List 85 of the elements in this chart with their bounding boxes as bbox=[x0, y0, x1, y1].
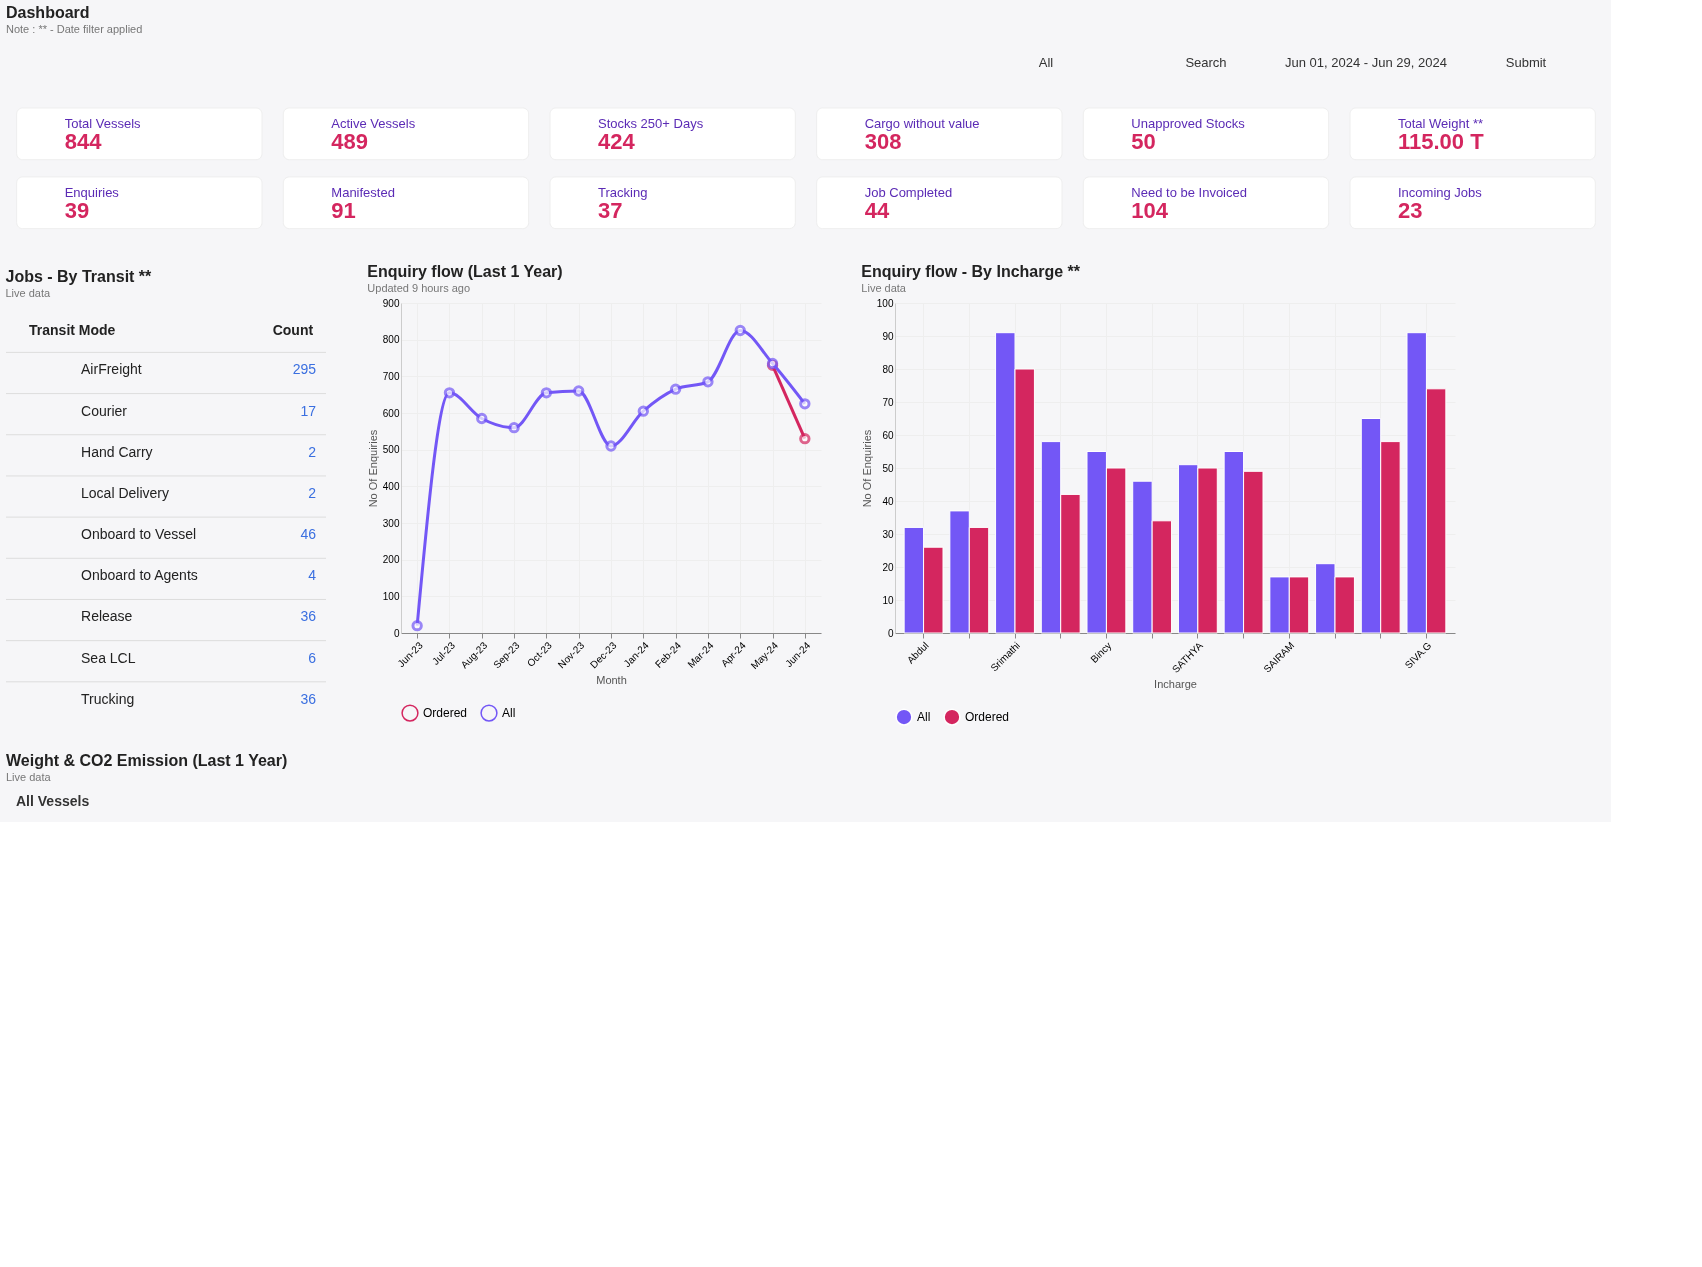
category-label: Sea LCL bbox=[81, 649, 136, 666]
y-tick-label: 40 bbox=[882, 495, 894, 507]
category-label: Need to be Invoiced bbox=[1131, 184, 1247, 200]
y-tick-label: 900 bbox=[382, 297, 400, 309]
data-label: 23 bbox=[1398, 198, 1423, 224]
category-label: Active Vessels bbox=[331, 115, 416, 131]
text: Count bbox=[272, 322, 314, 338]
text: Dashboard bbox=[6, 4, 90, 21]
y-tick-label: 80 bbox=[882, 363, 894, 375]
data-label: 295 bbox=[292, 361, 317, 378]
text: Live data bbox=[5, 287, 52, 299]
data-label: 36 bbox=[300, 690, 317, 707]
category-label: Tracking bbox=[598, 184, 648, 200]
category-label: Onboard to Agents bbox=[81, 567, 198, 584]
y-tick-label: 200 bbox=[382, 554, 400, 566]
y-tick-label: 300 bbox=[382, 517, 400, 529]
data-label: 2 bbox=[308, 484, 317, 501]
y-tick-label: 0 bbox=[393, 627, 400, 639]
chart-title: Enquiry flow (Last 1 Year) bbox=[367, 263, 563, 280]
category-label: Trucking bbox=[81, 690, 135, 707]
text: Live data bbox=[6, 771, 52, 783]
category-label: Total Vessels bbox=[64, 115, 142, 131]
category-label: Local Delivery bbox=[81, 484, 169, 501]
data-label: 424 bbox=[598, 129, 636, 155]
x-axis-title: Month bbox=[596, 674, 627, 687]
legend-label: Ordered bbox=[965, 710, 1010, 725]
text: Weight & CO2 Emission (Last 1 Year) bbox=[6, 752, 288, 769]
data-label: 37 bbox=[598, 198, 623, 224]
text: Jobs - By Transit ** bbox=[5, 268, 153, 285]
y-tick-label: 50 bbox=[882, 462, 894, 474]
data-label: 489 bbox=[331, 129, 369, 155]
text: All bbox=[1038, 55, 1054, 71]
category-label: Release bbox=[81, 608, 133, 625]
y-tick-label: 0 bbox=[887, 627, 894, 639]
data-label: 50 bbox=[1131, 129, 1156, 155]
y-tick-label: 60 bbox=[882, 429, 894, 441]
y-tick-label: 800 bbox=[382, 334, 400, 346]
data-label: 6 bbox=[308, 649, 317, 666]
category-label: Onboard to Vessel bbox=[81, 526, 197, 543]
legend-label: Ordered bbox=[423, 706, 468, 721]
data-label: 104 bbox=[1131, 198, 1169, 224]
y-tick-label: 500 bbox=[382, 444, 400, 456]
y-tick-label: 10 bbox=[882, 594, 894, 606]
category-label: Hand Carry bbox=[81, 443, 153, 460]
y-axis-title: No Of Enquiries bbox=[860, 429, 873, 508]
data-label: 4 bbox=[308, 567, 317, 584]
y-tick-label: 90 bbox=[882, 330, 894, 342]
text: Search bbox=[1185, 55, 1227, 71]
y-tick-label: 20 bbox=[882, 561, 894, 573]
y-tick-label: 400 bbox=[382, 480, 400, 492]
category-label: Manifested bbox=[331, 184, 395, 200]
text: Submit bbox=[1505, 55, 1547, 71]
legend-label: All bbox=[917, 710, 931, 725]
legend-label: All bbox=[502, 706, 516, 721]
category-label: Cargo without value bbox=[864, 115, 980, 131]
text: Transit Mode bbox=[29, 322, 116, 338]
data-label: 46 bbox=[300, 526, 317, 543]
chart-title: Enquiry flow - By Incharge ** bbox=[861, 263, 1081, 280]
category-label: Incoming Jobs bbox=[1398, 184, 1483, 200]
category-label: Courier bbox=[81, 402, 128, 419]
category-label: Job Completed bbox=[864, 184, 953, 200]
text: Jun 01, 2024 - Jun 29, 2024 bbox=[1285, 55, 1447, 71]
y-axis-title: No Of Enquiries bbox=[366, 429, 379, 508]
chart-subtitle: Updated 9 hours ago bbox=[367, 282, 471, 294]
data-label: 44 bbox=[864, 198, 890, 224]
y-tick-label: 700 bbox=[382, 370, 400, 382]
category-label: Stocks 250+ Days bbox=[598, 115, 704, 131]
text: Note : ** - Date filter applied bbox=[6, 23, 143, 35]
x-axis-title: Incharge bbox=[1154, 677, 1197, 690]
y-tick-label: 30 bbox=[882, 528, 894, 540]
category-label: Enquiries bbox=[64, 184, 120, 200]
y-tick-label: 100 bbox=[876, 297, 894, 309]
y-tick-label: 100 bbox=[382, 590, 400, 602]
category-label: Unapproved Stocks bbox=[1131, 115, 1246, 131]
data-label: 17 bbox=[300, 402, 317, 419]
category-label: Total Weight ** bbox=[1398, 115, 1484, 131]
data-label: 36 bbox=[300, 608, 317, 625]
data-label: 844 bbox=[64, 129, 103, 155]
data-label: 91 bbox=[331, 198, 356, 224]
text: All Vessels bbox=[16, 793, 90, 809]
category-label: AirFreight bbox=[81, 361, 142, 378]
y-tick-label: 70 bbox=[882, 396, 894, 408]
y-tick-label: 600 bbox=[382, 407, 400, 419]
data-label: 2 bbox=[308, 443, 317, 460]
chart-subtitle: Live data bbox=[861, 282, 907, 294]
